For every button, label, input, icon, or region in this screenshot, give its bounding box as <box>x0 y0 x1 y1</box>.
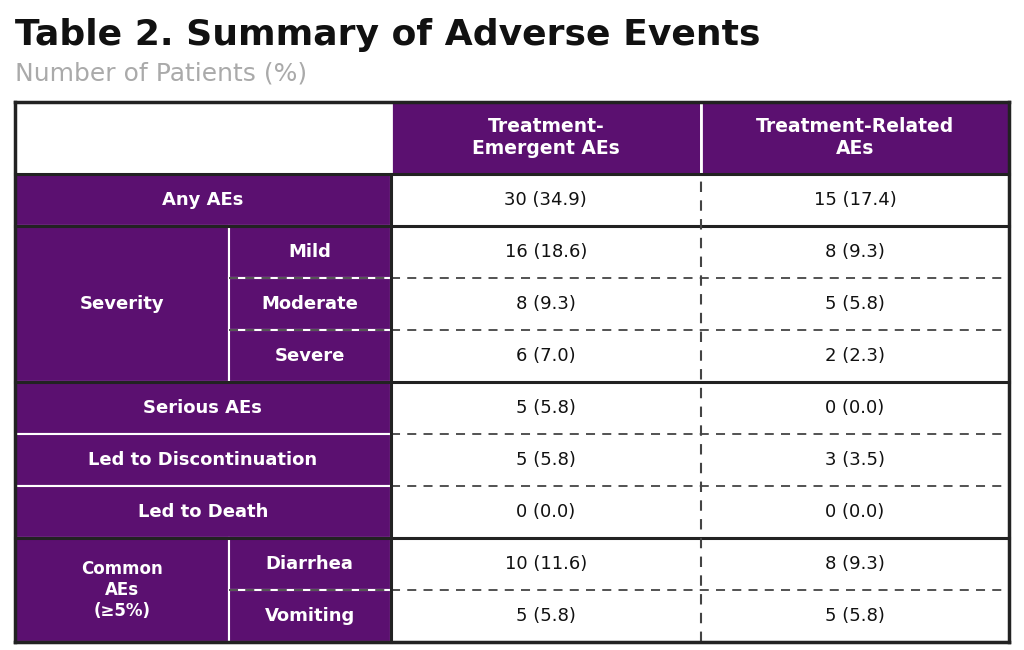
Text: Severity: Severity <box>80 295 164 313</box>
Text: 0 (0.0): 0 (0.0) <box>825 399 885 417</box>
Bar <box>15 174 391 226</box>
Bar <box>700 382 1009 434</box>
Text: Led to Discontinuation: Led to Discontinuation <box>88 451 317 469</box>
Text: 5 (5.8): 5 (5.8) <box>516 451 575 469</box>
Bar <box>391 174 700 226</box>
Bar <box>700 486 1009 538</box>
Bar <box>391 538 700 590</box>
Bar <box>391 486 700 538</box>
Bar <box>700 278 1009 330</box>
Text: Treatment-
Emergent AEs: Treatment- Emergent AEs <box>472 118 620 159</box>
Bar <box>391 330 700 382</box>
Bar <box>700 226 1009 278</box>
Bar <box>700 174 1009 226</box>
Text: Serious AEs: Serious AEs <box>143 399 262 417</box>
Text: Vomiting: Vomiting <box>264 607 355 625</box>
Text: 3 (3.5): 3 (3.5) <box>825 451 885 469</box>
Text: Mild: Mild <box>289 243 331 261</box>
Text: Led to Death: Led to Death <box>137 503 268 521</box>
Text: Number of Patients (%): Number of Patients (%) <box>15 62 307 86</box>
Bar <box>15 382 391 434</box>
Bar <box>700 590 1009 642</box>
Text: Common
AEs
(≥5%): Common AEs (≥5%) <box>81 560 163 620</box>
Bar <box>391 434 700 486</box>
Bar <box>228 226 391 278</box>
Bar <box>391 278 700 330</box>
Bar <box>391 382 700 434</box>
Bar <box>700 102 1009 174</box>
Text: 8 (9.3): 8 (9.3) <box>516 295 575 313</box>
Text: 10 (11.6): 10 (11.6) <box>505 555 587 573</box>
Text: 2 (2.3): 2 (2.3) <box>825 347 885 365</box>
Text: 5 (5.8): 5 (5.8) <box>825 295 885 313</box>
Text: 5 (5.8): 5 (5.8) <box>825 607 885 625</box>
Bar <box>228 590 391 642</box>
Text: 8 (9.3): 8 (9.3) <box>825 243 885 261</box>
Bar <box>700 330 1009 382</box>
Bar <box>228 278 391 330</box>
Text: 30 (34.9): 30 (34.9) <box>505 191 587 209</box>
Text: 0 (0.0): 0 (0.0) <box>516 503 575 521</box>
Bar <box>391 226 700 278</box>
Bar <box>228 330 391 382</box>
Bar <box>15 226 228 382</box>
Text: 16 (18.6): 16 (18.6) <box>505 243 587 261</box>
Text: 8 (9.3): 8 (9.3) <box>825 555 885 573</box>
Text: 5 (5.8): 5 (5.8) <box>516 607 575 625</box>
Bar <box>15 538 228 642</box>
Text: 6 (7.0): 6 (7.0) <box>516 347 575 365</box>
Text: 15 (17.4): 15 (17.4) <box>813 191 896 209</box>
Bar <box>391 590 700 642</box>
Text: Treatment-Related
AEs: Treatment-Related AEs <box>756 118 954 159</box>
Bar <box>228 538 391 590</box>
Bar <box>700 434 1009 486</box>
Text: Any AEs: Any AEs <box>162 191 244 209</box>
Text: Severe: Severe <box>274 347 345 365</box>
Text: Diarrhea: Diarrhea <box>266 555 353 573</box>
Bar <box>700 538 1009 590</box>
Bar <box>15 102 391 174</box>
Text: 0 (0.0): 0 (0.0) <box>825 503 885 521</box>
Text: 5 (5.8): 5 (5.8) <box>516 399 575 417</box>
Bar <box>15 434 391 486</box>
Bar <box>15 486 391 538</box>
Text: Moderate: Moderate <box>261 295 358 313</box>
Text: Table 2. Summary of Adverse Events: Table 2. Summary of Adverse Events <box>15 18 761 52</box>
Bar <box>391 102 700 174</box>
